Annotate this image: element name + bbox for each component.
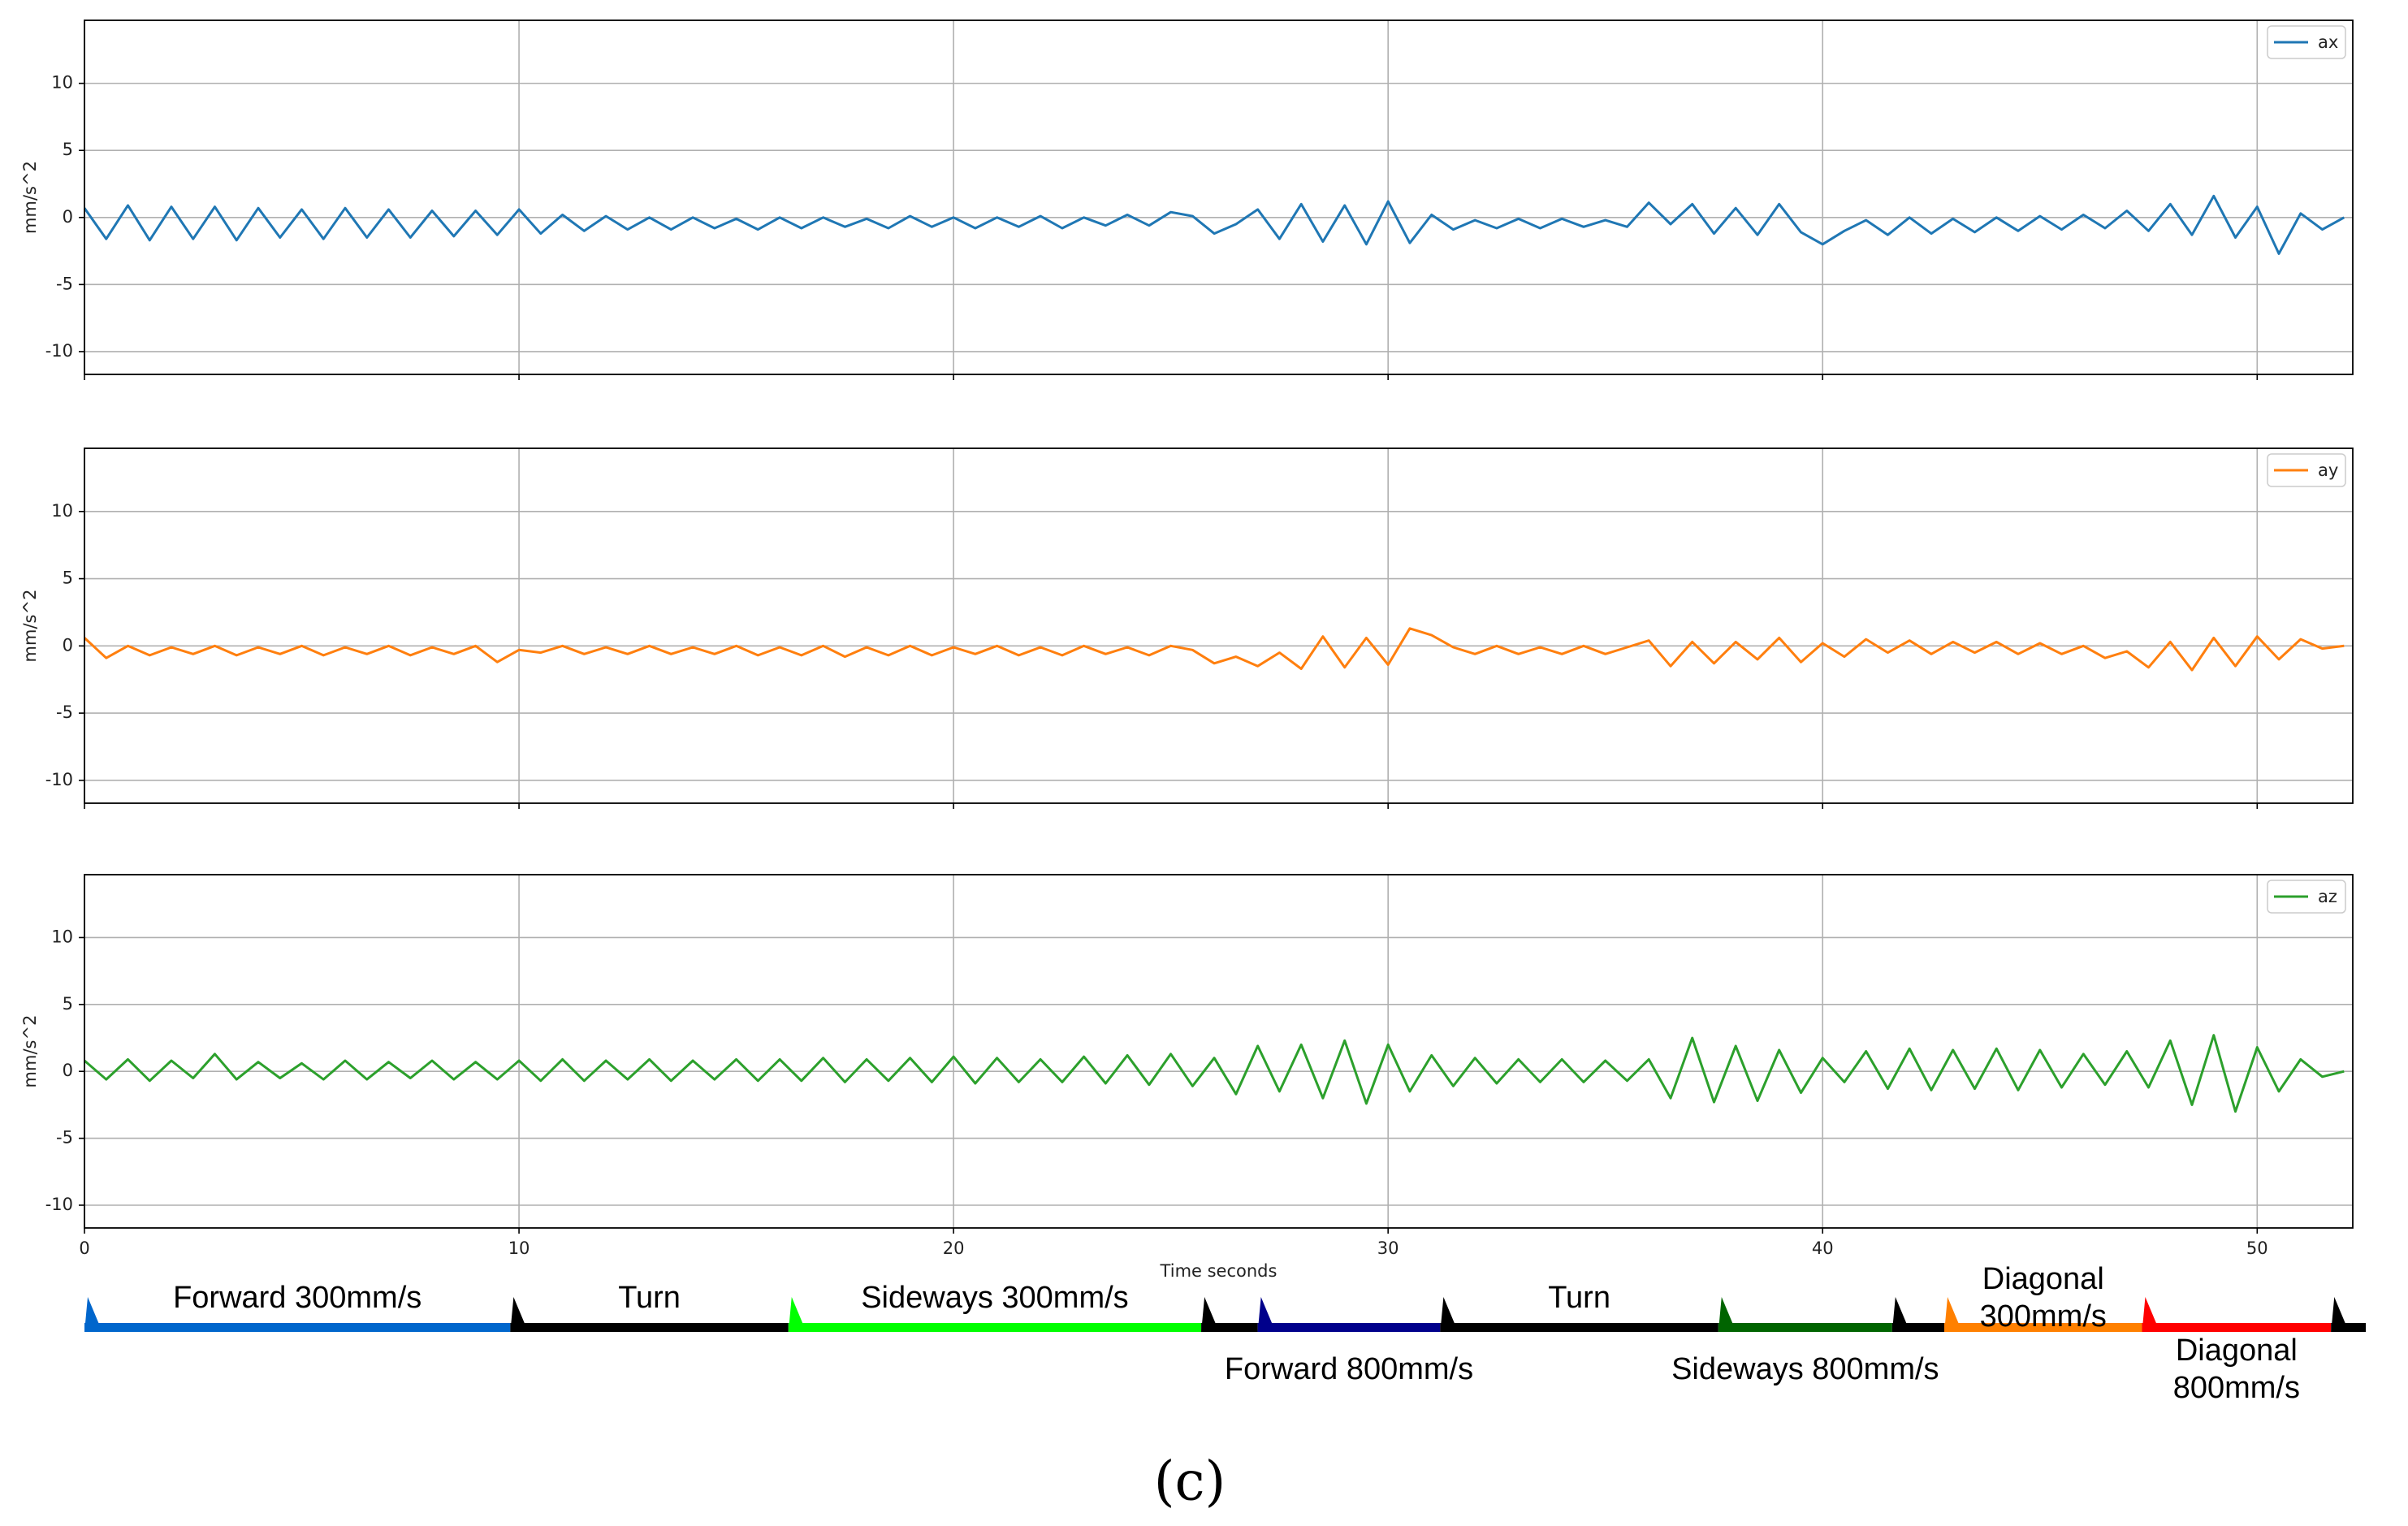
- data-line: [83, 194, 2345, 255]
- caption: (c): [1153, 1450, 1226, 1513]
- activity-segment: [1257, 1323, 1441, 1332]
- activity-marker: [1891, 1297, 1910, 1332]
- x-axis-label: Time seconds: [1160, 1261, 1277, 1281]
- y-tick-label: 0: [63, 207, 73, 227]
- activity-label: Diagonal 300mm/s: [1979, 1262, 2107, 1334]
- x-tick-label: 30: [1377, 1239, 1399, 1258]
- activity-marker: [1440, 1297, 1459, 1332]
- y-tick-label: -5: [56, 274, 73, 293]
- y-tick-label: 10: [51, 73, 73, 93]
- activity-marker: [1257, 1297, 1276, 1332]
- y-tick-label: 5: [63, 568, 73, 588]
- activity-segment: [788, 1323, 1202, 1332]
- activity-marker: [1718, 1297, 1736, 1332]
- y-tick-label: -10: [45, 341, 73, 361]
- activity-segment: [2331, 1323, 2367, 1332]
- activity-marker: [2331, 1297, 2350, 1332]
- x-tick-label: 10: [508, 1239, 530, 1258]
- activity-marker: [1201, 1297, 1220, 1332]
- y-tick-label: 0: [63, 635, 73, 655]
- activity-marker: [2142, 1297, 2160, 1332]
- activity-segment: [84, 1323, 511, 1332]
- x-tick-label: 40: [1812, 1239, 1834, 1258]
- y-tick-label: 10: [51, 927, 73, 946]
- legend-label: ay: [2318, 460, 2338, 480]
- activity-label: Turn: [618, 1281, 681, 1315]
- activity-segment: [1201, 1323, 1258, 1332]
- legend-label: ax: [2318, 32, 2338, 52]
- axes-frame: [84, 19, 2354, 375]
- y-tick-label: -5: [56, 1128, 73, 1148]
- activity-segment: [1718, 1323, 1892, 1332]
- legend-label: az: [2318, 887, 2337, 906]
- y-tick-label: 10: [51, 501, 73, 521]
- activity-label: Forward 300mm/s: [173, 1281, 422, 1315]
- activity-label: Turn: [1548, 1281, 1610, 1315]
- activity-label: Diagonal 800mm/s: [2172, 1334, 2300, 1405]
- activity-marker: [84, 1297, 102, 1332]
- y-tick-label: 5: [63, 140, 73, 159]
- data-line: [84, 1034, 2345, 1113]
- activity-segment: [1891, 1323, 1945, 1332]
- axes-frame: [84, 447, 2354, 804]
- activity-marker: [788, 1297, 806, 1332]
- activity-label: Sideways 800mm/s: [1671, 1352, 1939, 1386]
- activity-segment: [510, 1323, 789, 1332]
- y-axis-label: mm/s^2: [20, 590, 40, 663]
- activity-label: Sideways 300mm/s: [861, 1281, 1129, 1315]
- x-tick-label: 20: [943, 1239, 965, 1258]
- y-tick-label: 5: [63, 994, 73, 1014]
- activity-segment: [1440, 1323, 1718, 1332]
- data-line: [83, 627, 2345, 672]
- y-axis-label: mm/s^2: [20, 161, 40, 234]
- axes-frame: [84, 874, 2354, 1229]
- activity-label: Forward 800mm/s: [1224, 1352, 1474, 1386]
- activity-marker: [510, 1297, 529, 1332]
- activity-marker: [1944, 1297, 1963, 1332]
- y-tick-label: -10: [45, 1195, 73, 1214]
- activity-segment: [1944, 1323, 2142, 1332]
- y-axis-label: mm/s^2: [20, 1015, 40, 1088]
- x-tick-label: 0: [79, 1239, 89, 1258]
- y-tick-label: -5: [56, 702, 73, 722]
- y-tick-label: 0: [63, 1061, 73, 1080]
- y-tick-label: -10: [45, 770, 73, 789]
- x-tick-label: 50: [2246, 1239, 2268, 1258]
- activity-segment: [2142, 1323, 2332, 1332]
